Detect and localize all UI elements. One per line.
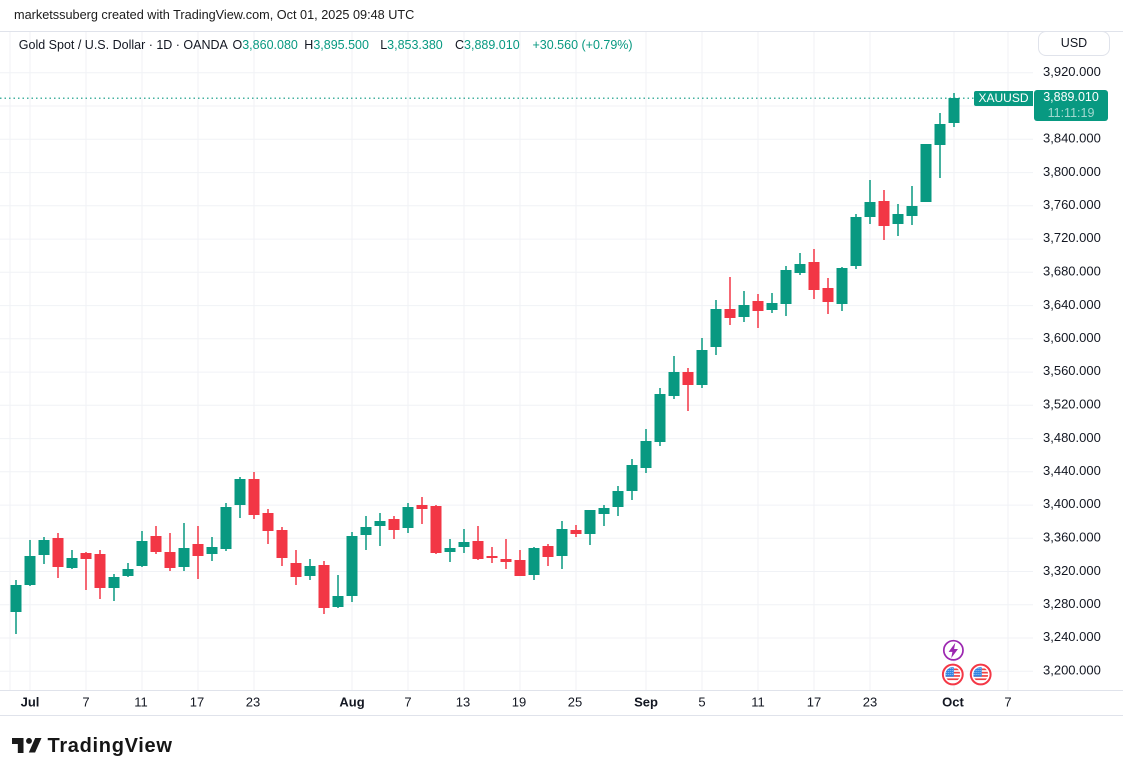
svg-text:23: 23: [863, 695, 877, 710]
svg-text:5: 5: [698, 695, 705, 710]
svg-text:11: 11: [751, 695, 765, 710]
svg-text:3,440.000: 3,440.000: [1043, 463, 1101, 478]
svg-text:3,840.000: 3,840.000: [1043, 131, 1101, 146]
svg-text:3,240.000: 3,240.000: [1043, 629, 1101, 644]
svg-text:3,200.000: 3,200.000: [1043, 663, 1101, 678]
svg-text:3,680.000: 3,680.000: [1043, 264, 1101, 279]
svg-text:3,320.000: 3,320.000: [1043, 563, 1101, 578]
svg-text:25: 25: [568, 695, 582, 710]
svg-text:3,760.000: 3,760.000: [1043, 197, 1101, 212]
svg-text:3,360.000: 3,360.000: [1043, 530, 1101, 545]
svg-text:Sep: Sep: [634, 695, 658, 710]
svg-text:11: 11: [134, 695, 148, 710]
svg-text:3,640.000: 3,640.000: [1043, 297, 1101, 312]
svg-text:3,720.000: 3,720.000: [1043, 230, 1101, 245]
svg-text:3,600.000: 3,600.000: [1043, 330, 1101, 345]
svg-text:3,920.000: 3,920.000: [1043, 64, 1101, 79]
svg-text:3,800.000: 3,800.000: [1043, 164, 1101, 179]
svg-text:19: 19: [512, 695, 526, 710]
svg-text:7: 7: [82, 695, 89, 710]
svg-text:7: 7: [404, 695, 411, 710]
svg-text:17: 17: [807, 695, 821, 710]
svg-text:Oct: Oct: [942, 695, 964, 710]
svg-text:Aug: Aug: [339, 695, 364, 710]
svg-text:17: 17: [190, 695, 204, 710]
svg-text:Jul: Jul: [21, 695, 40, 710]
svg-text:3,280.000: 3,280.000: [1043, 596, 1101, 611]
svg-text:3,480.000: 3,480.000: [1043, 430, 1101, 445]
svg-text:13: 13: [456, 695, 470, 710]
svg-text:3,400.000: 3,400.000: [1043, 496, 1101, 511]
svg-text:23: 23: [246, 695, 260, 710]
svg-text:3,520.000: 3,520.000: [1043, 397, 1101, 412]
svg-text:7: 7: [1004, 695, 1011, 710]
svg-text:3,560.000: 3,560.000: [1043, 363, 1101, 378]
